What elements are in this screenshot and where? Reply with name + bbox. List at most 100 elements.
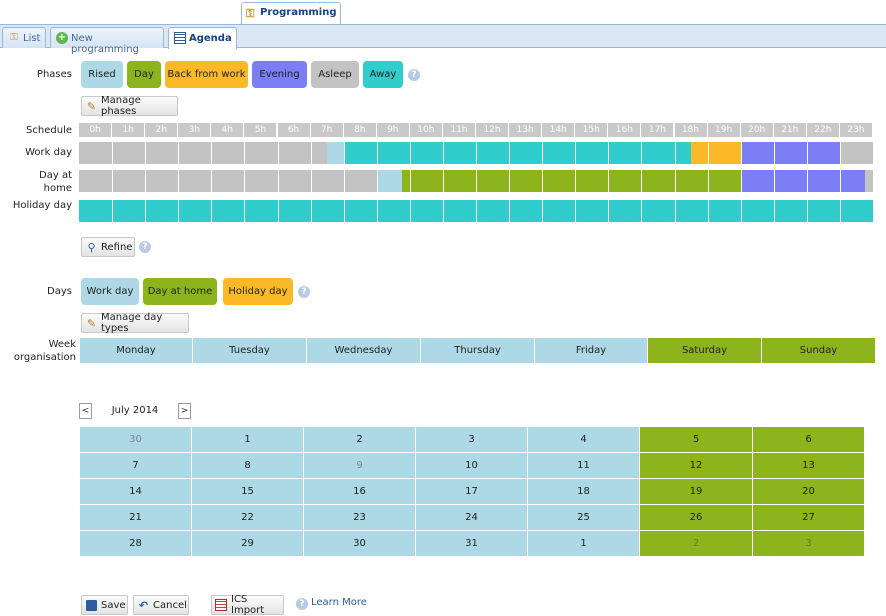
cancel-button[interactable]: ↶ Cancel	[133, 595, 189, 615]
schedule-segment[interactable]	[740, 170, 865, 192]
hour-divider	[509, 200, 511, 222]
calendar-day[interactable]: 6	[753, 427, 865, 453]
hour-divider	[376, 200, 378, 222]
calendar-day[interactable]: 25	[528, 505, 640, 531]
calendar-day[interactable]: 22	[192, 505, 304, 531]
calendar-day[interactable]: 23	[304, 505, 416, 531]
tab-programming[interactable]: ⚿ Programming	[241, 2, 341, 25]
calendar-day[interactable]: 27	[753, 505, 865, 531]
week-day-tuesday[interactable]: Tuesday	[193, 338, 307, 363]
day-chip-work-day[interactable]: Work day	[81, 278, 139, 305]
hour-divider	[641, 170, 643, 192]
calendar-day[interactable]: 7	[80, 453, 192, 479]
calendar-day[interactable]: 5	[640, 427, 753, 453]
calendar-day[interactable]: 12	[640, 453, 753, 479]
calendar-day[interactable]: 31	[416, 531, 528, 557]
calendar-day[interactable]: 1	[528, 531, 640, 557]
hour-divider	[608, 170, 610, 192]
refine-label: Refine	[101, 241, 133, 253]
calendar-day[interactable]: 2	[304, 427, 416, 453]
calendar-day[interactable]: 30	[80, 427, 192, 453]
schedule-segment[interactable]	[327, 142, 344, 164]
calendar-day[interactable]: 17	[416, 479, 528, 505]
next-month-button[interactable]: >	[178, 403, 191, 419]
refine-button[interactable]: ⚲ Refine	[81, 237, 135, 257]
help-icon[interactable]: ?	[298, 286, 310, 298]
schedule-segment[interactable]	[864, 170, 873, 192]
hour-divider	[211, 142, 213, 164]
phase-chip-day[interactable]: Day	[127, 61, 161, 88]
learn-more-link[interactable]: Learn More	[311, 597, 367, 608]
calendar-day[interactable]: 28	[80, 531, 192, 557]
calendar-day[interactable]: 24	[416, 505, 528, 531]
calendar-day[interactable]: 15	[192, 479, 304, 505]
help-icon[interactable]: ?	[296, 598, 308, 610]
week-day-sunday[interactable]: Sunday	[762, 338, 875, 363]
calendar-day[interactable]: 30	[304, 531, 416, 557]
phase-chip-rised[interactable]: Rised	[81, 61, 123, 88]
calendar-day[interactable]: 13	[753, 453, 865, 479]
tab-agenda[interactable]: Agenda	[168, 27, 237, 49]
calendar-day[interactable]: 1	[192, 427, 304, 453]
week-day-wednesday[interactable]: Wednesday	[307, 338, 421, 363]
hour-divider	[509, 170, 511, 192]
help-icon[interactable]: ?	[408, 69, 420, 81]
tab-agenda-label: Agenda	[189, 33, 232, 44]
schedule-segment[interactable]	[740, 142, 840, 164]
calendar-day[interactable]: 18	[528, 479, 640, 505]
calendar-day[interactable]: 9	[304, 453, 416, 479]
schedule-segment[interactable]	[376, 170, 402, 192]
phase-chip-asleep[interactable]: Asleep	[311, 61, 359, 88]
calendar-day[interactable]: 29	[192, 531, 304, 557]
week-day-thursday[interactable]: Thursday	[421, 338, 535, 363]
prev-month-button[interactable]: <	[79, 403, 92, 419]
help-icon[interactable]: ?	[139, 241, 151, 253]
phase-chip-away[interactable]: Away	[363, 61, 403, 88]
manage-phases-button[interactable]: ✎ Manage phases	[81, 95, 178, 117]
calendar-day[interactable]: 20	[753, 479, 865, 505]
schedule-segment[interactable]	[691, 142, 741, 164]
week-day-friday[interactable]: Friday	[535, 338, 648, 363]
manage-day-types-button[interactable]: ✎ Manage day types	[81, 312, 189, 334]
hour-label: 8h	[343, 123, 376, 137]
schedule-row-day-at-home[interactable]	[79, 170, 873, 192]
hour-divider	[178, 170, 180, 192]
day-chip-day-at-home[interactable]: Day at home	[143, 278, 217, 305]
save-button[interactable]: Save	[81, 595, 128, 615]
hour-divider	[145, 170, 147, 192]
calendar-day[interactable]: 21	[80, 505, 192, 531]
day-chip-holiday-day[interactable]: Holiday day	[223, 278, 293, 305]
tab-list[interactable]: ⚿ List	[2, 27, 46, 48]
hour-divider	[839, 200, 841, 222]
calendar-day[interactable]: 4	[528, 427, 640, 453]
phase-chip-evening[interactable]: Evening	[252, 61, 307, 88]
calendar-day[interactable]: 2	[640, 531, 753, 557]
calendar-icon	[174, 32, 186, 44]
week-day-saturday[interactable]: Saturday	[648, 338, 762, 363]
calendar-day[interactable]: 14	[80, 479, 192, 505]
schedule-row-holiday-day[interactable]	[79, 200, 873, 222]
calendar-day[interactable]: 19	[640, 479, 753, 505]
calendar-day[interactable]: 8	[192, 453, 304, 479]
schedule-segment[interactable]	[79, 170, 377, 192]
schedule-segment[interactable]	[79, 142, 328, 164]
hour-divider	[211, 200, 213, 222]
schedule-segment[interactable]	[839, 142, 873, 164]
tab-new-programming[interactable]: + New programming	[50, 27, 164, 55]
schedule-segment[interactable]	[401, 170, 741, 192]
cancel-label: Cancel	[153, 599, 187, 611]
calendar-day[interactable]: 3	[753, 531, 865, 557]
calendar-day[interactable]: 10	[416, 453, 528, 479]
calendar-day[interactable]: 26	[640, 505, 753, 531]
calendar-day[interactable]: 3	[416, 427, 528, 453]
calendar-day[interactable]: 11	[528, 453, 640, 479]
sub-tab-bar: ⚿ List + New programming Agenda	[0, 24, 886, 55]
hour-divider	[674, 200, 676, 222]
calendar-day[interactable]: 16	[304, 479, 416, 505]
week-day-monday[interactable]: Monday	[80, 338, 193, 363]
schedule-row-work-day[interactable]	[79, 142, 873, 164]
schedule-segment[interactable]	[343, 142, 692, 164]
phase-chip-back-from-work[interactable]: Back from work	[165, 61, 248, 88]
ics-import-button[interactable]: ICS Import	[211, 594, 284, 616]
hour-divider	[674, 142, 676, 164]
